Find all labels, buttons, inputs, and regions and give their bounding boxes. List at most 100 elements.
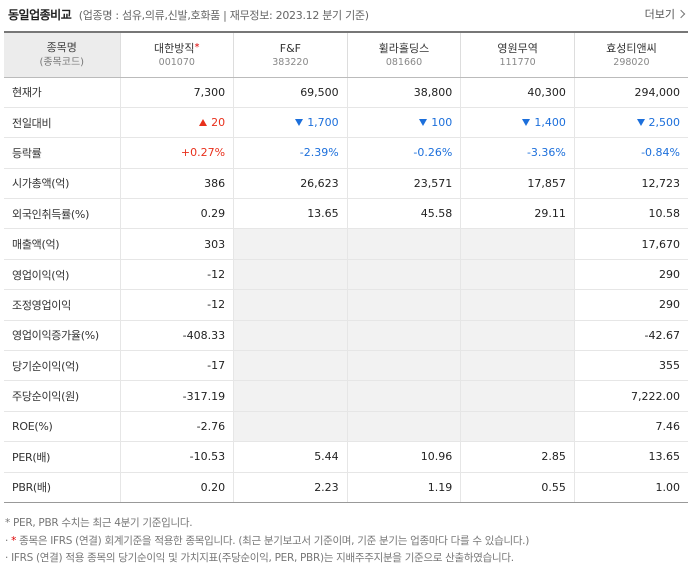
peer-comparison-table: 종목명 (종목코드) 대한방직* 001070 F&F 383220 휠라홀딩스… <box>4 31 688 503</box>
empty-cell <box>460 289 575 321</box>
footnotes: * PER, PBR 수치는 최근 4분기 기준입니다. · * 종목은 IFR… <box>5 515 689 568</box>
cell-value: -3.36% <box>526 146 566 160</box>
empty-cell <box>233 350 348 382</box>
cell-value: -408.33 <box>182 328 226 342</box>
row-label: 전일대비 <box>4 107 120 139</box>
cell-value: -17 <box>207 359 226 373</box>
cell-value: 0.29 <box>200 207 226 221</box>
cell-value: 2.23 <box>314 480 339 494</box>
corner-header: 종목명 (종목코드) <box>4 31 120 78</box>
table-row: ROE(%) -2.76 7.46 <box>4 411 688 443</box>
value-cell: 23,571 <box>346 168 461 200</box>
ifrs-star-icon: * <box>11 534 17 547</box>
cell-value: -0.26% <box>413 146 453 160</box>
value-cell: 5.44 <box>233 441 348 473</box>
cell-value: 1.00 <box>655 480 681 494</box>
corner-sub-label: (종목코드) <box>39 56 85 68</box>
footnote-per-pbr: * PER, PBR 수치는 최근 4분기 기준입니다. <box>5 517 193 529</box>
value-cell: 2.85 <box>460 441 575 473</box>
value-cell: 100 <box>346 107 461 139</box>
cell-value: 1,400 <box>534 116 566 130</box>
value-cell: 38,800 <box>346 77 461 108</box>
company-code: 383220 <box>272 56 309 68</box>
arrow-down-icon <box>636 119 645 127</box>
value-cell: 29.11 <box>460 198 575 230</box>
company-header: F&F 383220 <box>233 31 348 78</box>
value-cell: 12,723 <box>573 168 688 200</box>
empty-cell <box>460 228 575 260</box>
table-row: 당기순이익(억) -17 355 <box>4 350 688 382</box>
cell-value: -2.76 <box>196 419 226 433</box>
value-cell: 10.58 <box>573 198 688 230</box>
corner-label: 종목명 <box>46 40 77 54</box>
cell-value: 355 <box>659 359 680 373</box>
value-cell: 13.65 <box>573 441 688 473</box>
cell-value: -12 <box>207 268 226 282</box>
table-row: 영업이익(억) -12 290 <box>4 259 688 291</box>
value-cell: 7,300 <box>119 77 234 108</box>
cell-value: 303 <box>204 237 226 251</box>
value-cell: 1,700 <box>233 107 348 139</box>
table-row: 매출액(억) 303 17,670 <box>4 228 688 260</box>
value-cell: -12 <box>119 259 234 291</box>
company-code: 298020 <box>613 56 650 68</box>
company-name-link[interactable]: F&F <box>279 41 301 55</box>
value-cell: 2,500 <box>573 107 688 139</box>
row-label: ROE(%) <box>4 411 120 443</box>
value-cell: -2.39% <box>233 137 348 169</box>
empty-cell <box>346 289 461 321</box>
value-cell: 2.23 <box>233 472 348 503</box>
table-row: PER(배) -10.53 5.44 10.96 2.85 13.65 <box>4 441 688 473</box>
cell-value: -10.53 <box>189 450 226 464</box>
value-cell: 17,857 <box>460 168 575 200</box>
cell-value: 290 <box>659 298 680 312</box>
company-name-link[interactable]: 대한방직 <box>154 42 195 56</box>
value-cell: 45.58 <box>346 198 461 230</box>
value-cell: 17,670 <box>573 228 688 260</box>
cell-value: 13.65 <box>307 207 339 221</box>
value-cell: 386 <box>119 168 234 200</box>
row-label: 조정영업이익 <box>4 289 120 321</box>
value-cell: -408.33 <box>119 320 234 352</box>
cell-value: -0.84% <box>641 146 680 160</box>
company-name-link[interactable]: 휠라홀딩스 <box>378 41 430 55</box>
value-cell: 0.55 <box>460 472 575 503</box>
company-name-link[interactable]: 영원무역 <box>497 41 538 55</box>
company-header: 대한방직* 001070 <box>119 31 234 78</box>
row-label: 영업이익증가율(%) <box>4 320 120 352</box>
empty-cell <box>233 289 348 321</box>
value-cell: 1.19 <box>346 472 461 503</box>
table-row: 주당순이익(원) -317.19 7,222.00 <box>4 380 688 412</box>
footnote-ifrs-text: 종목은 IFRS (연결) 회계기준을 적용한 종목입니다. (최근 분기보고서… <box>19 534 530 547</box>
cell-value: 10.96 <box>420 450 453 464</box>
value-cell: -17 <box>119 350 234 382</box>
empty-cell <box>346 228 461 260</box>
cell-value: -2.39% <box>299 146 339 160</box>
cell-value: 294,000 <box>634 85 681 99</box>
arrow-down-icon <box>419 119 428 127</box>
empty-cell <box>346 350 461 382</box>
value-cell: 20 <box>119 107 234 139</box>
table-row: 현재가 7,300 69,500 38,800 40,300 294,000 <box>4 77 688 108</box>
company-name-link[interactable]: 효성티앤씨 <box>606 41 657 55</box>
table-row: PBR(배) 0.20 2.23 1.19 0.55 1.00 <box>4 472 688 503</box>
empty-cell <box>233 259 348 291</box>
value-cell: 7.46 <box>573 411 688 443</box>
cell-value: 7,300 <box>193 85 226 99</box>
table-row: 외국인취득률(%) 0.29 13.65 45.58 29.11 10.58 <box>4 198 688 230</box>
chevron-right-icon <box>676 9 686 19</box>
table-row: 시가총액(억) 386 26,623 23,571 17,857 12,723 <box>4 168 688 200</box>
row-label: PBR(배) <box>4 472 120 503</box>
cell-value: 40,300 <box>527 85 566 99</box>
more-link[interactable]: 더보기 <box>644 6 686 22</box>
value-cell: 7,222.00 <box>573 380 688 412</box>
ifrs-star-icon: * <box>194 42 200 54</box>
table-row: 전일대비 20 1,700 100 1,400 2,500 <box>4 107 688 139</box>
value-cell: 0.20 <box>119 472 234 503</box>
arrow-down-icon <box>522 119 531 127</box>
cell-value: 2.85 <box>541 450 566 464</box>
more-label: 더보기 <box>644 8 675 21</box>
footnote-net-income: · IFRS (연결) 적용 종목의 당기순이익 및 가치지표(주당순이익, P… <box>5 552 514 564</box>
company-header: 휠라홀딩스 081660 <box>346 31 461 78</box>
cell-value: -317.19 <box>182 389 226 403</box>
